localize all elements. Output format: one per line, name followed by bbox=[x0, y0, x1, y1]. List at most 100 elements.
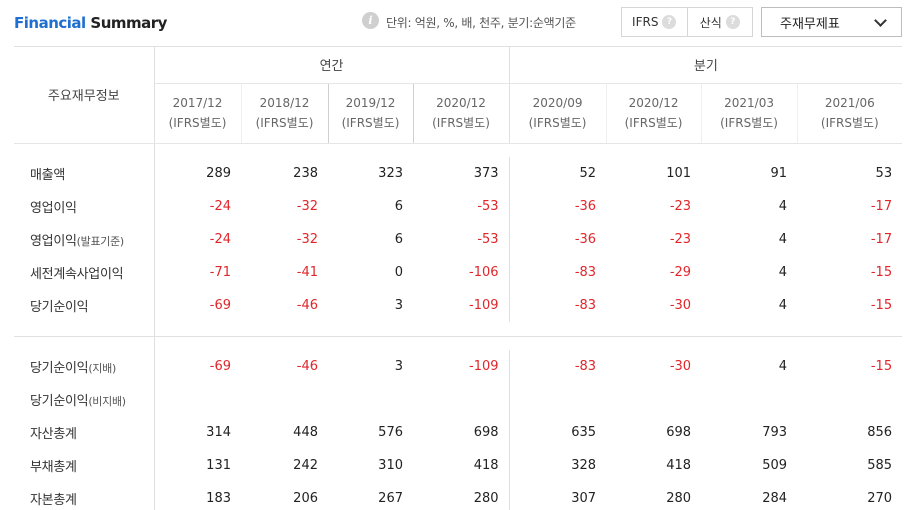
value-cell: 793 bbox=[762, 425, 788, 440]
period-date: 2017/12 bbox=[172, 96, 223, 110]
sansik-option[interactable]: 산식 ? bbox=[686, 8, 753, 36]
period-basis: (IFRS별도) bbox=[624, 116, 683, 130]
value-cell: 585 bbox=[867, 458, 893, 473]
table-row: 부채총계 131 242 310 418 328 418 509 585 bbox=[14, 449, 902, 482]
row-label-text: 세전계속사업이익 bbox=[30, 267, 124, 282]
value-cell: -30 bbox=[669, 359, 692, 374]
value-cell: -23 bbox=[669, 199, 692, 214]
period-header: 2021/03 (IFRS별도) bbox=[701, 83, 798, 144]
row-label: 자산총계 bbox=[14, 416, 155, 449]
value-cell: 307 bbox=[571, 491, 597, 506]
period-basis: (IFRS별도) bbox=[720, 116, 778, 130]
value-cell: 131 bbox=[206, 458, 231, 473]
chevron-down-icon bbox=[874, 14, 887, 27]
period-header: 2021/06 (IFRS별도) bbox=[797, 83, 903, 144]
period-header: 2020/12 (IFRS별도) bbox=[413, 83, 510, 144]
row-label-text: 영업이익 bbox=[30, 201, 77, 216]
value-cell: 4 bbox=[778, 265, 788, 280]
value-cell: 4 bbox=[778, 199, 788, 214]
period-basis: (IFRS별도) bbox=[820, 116, 879, 130]
value-cell: 3 bbox=[394, 359, 403, 374]
value-cell: -17 bbox=[870, 199, 893, 214]
row-label-sub: (발표기준) bbox=[76, 235, 125, 248]
value-cell: 576 bbox=[378, 425, 403, 440]
value-cell bbox=[797, 383, 902, 416]
table-row: 세전계속사업이익 -71 -41 0 -106 -83 -29 4 -15 bbox=[14, 256, 902, 289]
period-basis: (IFRS별도) bbox=[255, 116, 314, 130]
corner-header: 주요재무정보 bbox=[14, 47, 155, 144]
row-label-text: 당기순이익 bbox=[30, 394, 89, 409]
period-date: 2020/09 bbox=[532, 96, 583, 110]
value-cell: -83 bbox=[574, 298, 597, 313]
help-icon[interactable]: ? bbox=[662, 15, 677, 29]
row-label-text: 당기순이익 bbox=[30, 361, 89, 376]
value-cell: -15 bbox=[870, 265, 893, 280]
value-cell bbox=[413, 383, 510, 416]
table-row: 당기순이익(비지배) bbox=[14, 383, 902, 416]
row-label: 영업이익(발표기준) bbox=[14, 223, 155, 256]
value-cell: 373 bbox=[413, 157, 510, 190]
value-cell: -71 bbox=[209, 265, 231, 280]
period-date: 2021/06 bbox=[824, 96, 875, 110]
value-cell: -36 bbox=[574, 232, 597, 247]
info-icon[interactable]: i bbox=[362, 12, 379, 29]
value-cell: -53 bbox=[413, 190, 510, 223]
row-label-sub: (지배) bbox=[88, 362, 116, 375]
period-header: 2017/12 (IFRS별도) bbox=[154, 83, 242, 144]
financial-table: 주요재무정보 연간 분기 2017/12 (IFRS별도) 2018/12 (IFRS… bbox=[14, 47, 903, 510]
value-cell: 328 bbox=[571, 458, 597, 473]
value-cell: 698 bbox=[413, 416, 510, 449]
page-title: Financial Summary bbox=[14, 14, 167, 32]
value-cell: -29 bbox=[669, 265, 692, 280]
accounting-toggle: IFRS ? 산식 ? bbox=[621, 7, 753, 37]
row-label: 부채총계 bbox=[14, 449, 155, 482]
ifrs-label: IFRS bbox=[632, 15, 659, 29]
table-row: 자산총계 314 448 576 698 635 698 793 856 bbox=[14, 416, 902, 449]
statement-select[interactable]: 주재무제표 bbox=[761, 7, 902, 37]
period-header: 2020/12 (IFRS별도) bbox=[606, 83, 702, 144]
value-cell: 698 bbox=[666, 425, 692, 440]
period-date: 2021/03 bbox=[724, 96, 774, 110]
row-label: 영업이익 bbox=[14, 190, 155, 223]
value-cell bbox=[154, 383, 241, 416]
row-label: 세전계속사업이익 bbox=[14, 256, 155, 289]
value-cell bbox=[509, 383, 606, 416]
value-cell: -109 bbox=[413, 289, 510, 322]
value-cell: -30 bbox=[669, 298, 692, 313]
group-annual: 연간 bbox=[154, 47, 510, 84]
period-basis: (IFRS별도) bbox=[341, 116, 400, 130]
period-basis: (IFRS별도) bbox=[432, 116, 490, 130]
value-cell: 267 bbox=[378, 491, 403, 506]
value-cell: 418 bbox=[666, 458, 692, 473]
value-cell: 0 bbox=[394, 265, 403, 280]
row-label: 당기순이익(비지배) bbox=[14, 383, 155, 416]
value-cell bbox=[328, 383, 413, 416]
value-cell: -109 bbox=[413, 350, 510, 383]
value-cell: 183 bbox=[206, 491, 231, 506]
value-cell: -23 bbox=[669, 232, 692, 247]
table-row: 자본총계 183 206 267 280 307 280 284 270 bbox=[14, 482, 902, 510]
period-header: 2018/12 (IFRS별도) bbox=[241, 83, 329, 144]
help-icon[interactable]: ? bbox=[725, 15, 740, 29]
period-basis: (IFRS별도) bbox=[168, 116, 227, 130]
value-cell: 856 bbox=[867, 425, 893, 440]
value-cell: 4 bbox=[778, 232, 788, 247]
table-row: 매출액 289 238 323 373 52 101 91 53 bbox=[14, 157, 902, 190]
period-date: 2020/12 bbox=[628, 96, 679, 110]
value-cell bbox=[606, 383, 701, 416]
row-label: 매출액 bbox=[14, 157, 155, 190]
value-cell: 448 bbox=[293, 425, 318, 440]
title-accent: Financial bbox=[14, 14, 86, 32]
value-cell: 6 bbox=[394, 199, 403, 214]
value-cell: -36 bbox=[574, 199, 597, 214]
ifrs-option[interactable]: IFRS ? bbox=[622, 8, 687, 36]
value-cell: 289 bbox=[206, 166, 231, 181]
value-cell: -15 bbox=[870, 359, 893, 374]
row-label: 자본총계 bbox=[14, 482, 155, 510]
value-cell: -32 bbox=[296, 232, 318, 247]
sansik-label: 산식 bbox=[699, 15, 722, 30]
period-header: 2020/09 (IFRS별도) bbox=[509, 83, 607, 144]
row-label: 당기순이익 bbox=[14, 289, 155, 322]
table-spacer bbox=[14, 336, 902, 350]
value-cell: -24 bbox=[209, 199, 231, 214]
